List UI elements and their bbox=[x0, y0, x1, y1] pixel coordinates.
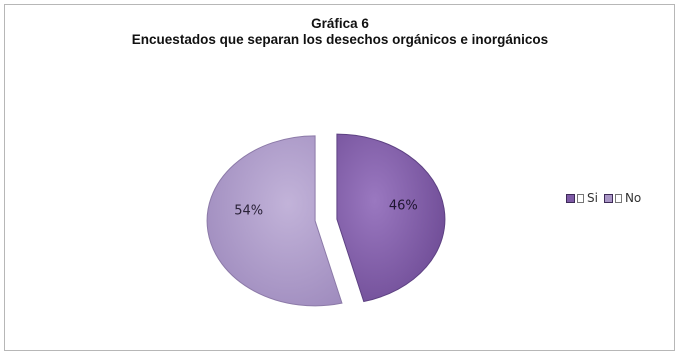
legend-swatch-si bbox=[566, 193, 575, 203]
legend-item-si: Si bbox=[566, 191, 598, 205]
chart-title: Gráfica 6 bbox=[311, 16, 369, 31]
chart-legend: Si No bbox=[566, 191, 641, 205]
legend-missing-glyph-icon bbox=[577, 193, 584, 203]
pie-slice-si bbox=[336, 133, 446, 303]
legend-swatch-no bbox=[603, 193, 613, 203]
legend-missing-glyph-icon bbox=[614, 193, 622, 203]
data-label-si: 46% bbox=[389, 198, 418, 213]
pie-slice-no bbox=[206, 135, 343, 307]
chart-title-block: Gráfica 6 Encuestados que separan los de… bbox=[0, 16, 680, 48]
chart-subtitle: Encuestados que separan los desechos org… bbox=[131, 32, 549, 47]
legend-label-si: Si bbox=[587, 191, 598, 205]
legend-label-no: No bbox=[624, 191, 642, 205]
data-label-no: 54% bbox=[234, 204, 263, 219]
legend-item-no: No bbox=[603, 191, 642, 205]
